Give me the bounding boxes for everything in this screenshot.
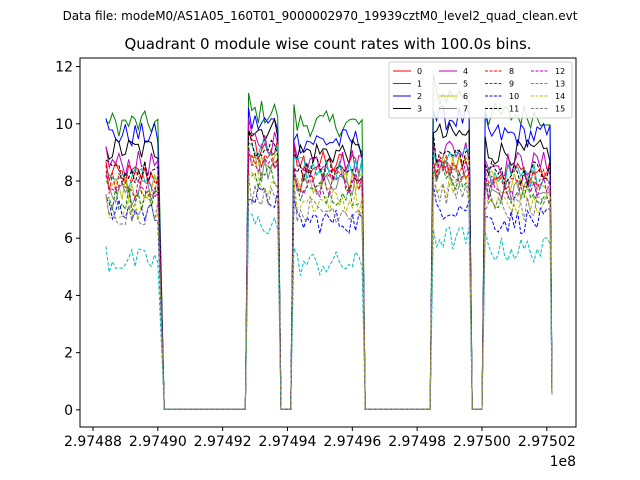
legend-label-13: 13	[555, 80, 565, 89]
y-tick-label: 12	[55, 60, 73, 76]
legend-label-1: 1	[417, 80, 422, 89]
legend-label-8: 8	[509, 67, 514, 76]
x-tick-label: 2.97502	[518, 434, 576, 450]
series-line-9	[105, 165, 553, 410]
series-line-6	[105, 143, 553, 410]
y-tick-label: 10	[55, 117, 73, 133]
y-tick-label: 0	[64, 403, 73, 419]
y-tick-label: 8	[64, 174, 73, 190]
legend-label-15: 15	[555, 105, 565, 114]
legend-label-10: 10	[509, 92, 519, 101]
x-tick-label: 2.97492	[194, 434, 252, 450]
series-line-4	[105, 118, 553, 410]
legend-label-6: 6	[463, 92, 468, 101]
chart-title: Quadrant 0 module wise count rates with …	[124, 35, 531, 53]
x-tick-label: 2.97488	[64, 434, 122, 450]
x-tick-label: 2.97500	[453, 434, 511, 450]
series-line-13	[105, 212, 553, 410]
series-line-11	[105, 130, 553, 410]
legend-label-2: 2	[417, 92, 422, 101]
x-tick-label: 2.97498	[388, 434, 446, 450]
x-offset-label: 1e8	[550, 454, 576, 470]
series-line-12	[105, 149, 553, 410]
figure-supertitle: Data file: modeM0/AS1A05_160T01_90000029…	[63, 9, 578, 23]
series-line-15	[105, 175, 553, 410]
legend-label-3: 3	[417, 105, 422, 114]
legend-label-5: 5	[463, 80, 468, 89]
legend-label-14: 14	[555, 92, 565, 101]
series-line-0	[105, 131, 553, 410]
legend-label-7: 7	[463, 105, 468, 114]
legend-label-9: 9	[509, 80, 514, 89]
y-tick-label: 6	[64, 231, 73, 247]
series-line-2	[105, 104, 553, 410]
plot-area	[105, 74, 553, 410]
legend-label-0: 0	[417, 67, 422, 76]
x-tick-label: 2.97494	[259, 434, 317, 450]
legend-label-11: 11	[509, 105, 519, 114]
x-tick-label: 2.97496	[323, 434, 381, 450]
series-line-3	[105, 117, 553, 410]
y-tick-label: 4	[64, 288, 73, 304]
legend-label-4: 4	[463, 67, 468, 76]
y-tick-label: 2	[64, 346, 73, 362]
x-tick-label: 2.97490	[129, 434, 187, 450]
axes-frame	[79, 57, 577, 428]
legend-box	[388, 61, 573, 119]
legend-label-12: 12	[555, 67, 565, 76]
